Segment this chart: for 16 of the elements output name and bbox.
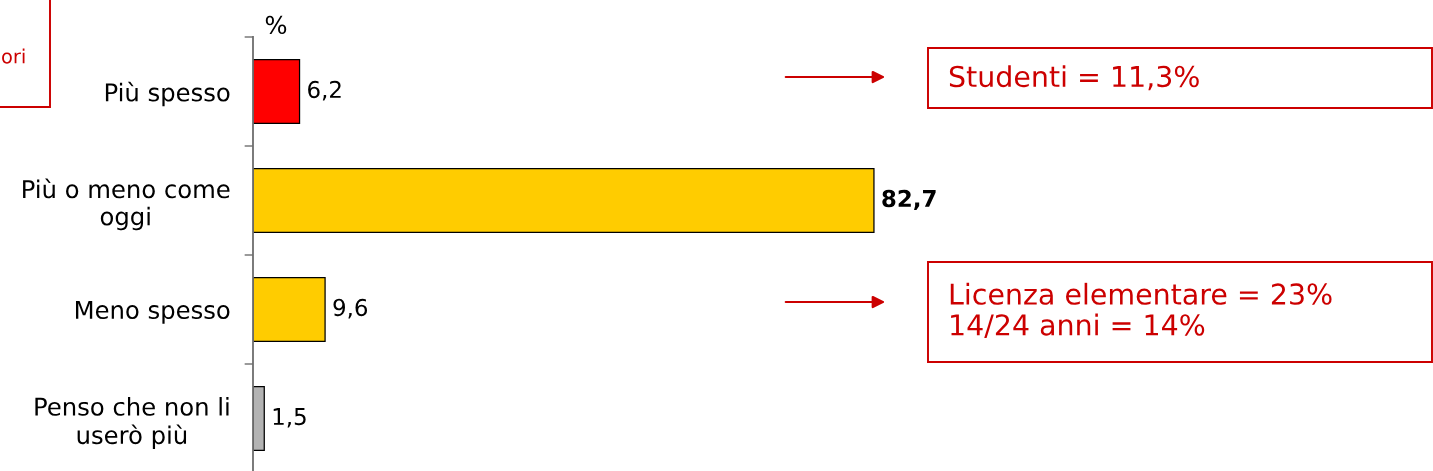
- bar: [253, 58, 301, 125]
- x-axis-title: %: [265, 15, 287, 35]
- data-label: 82,7: [882, 189, 936, 211]
- y-tick-label: Più o meno come oggi: [23, 178, 230, 231]
- data-label: 6,2: [308, 80, 341, 101]
- data-label: 9,6: [333, 298, 368, 319]
- bar: [253, 167, 875, 234]
- bar: [253, 385, 265, 452]
- bar: [253, 276, 326, 343]
- text: Licenza elementare = 23% 14/24 anni = 14%: [950, 282, 1332, 338]
- text: ori: [2, 48, 25, 64]
- y-tick-label: Meno spesso: [75, 301, 230, 324]
- data-label: 1,5: [273, 408, 306, 428]
- text: Studenti = 11,3%: [949, 65, 1199, 91]
- y-tick-label: Più spesso: [105, 81, 230, 107]
- y-tick-label: Penso che non li userò più: [35, 397, 229, 449]
